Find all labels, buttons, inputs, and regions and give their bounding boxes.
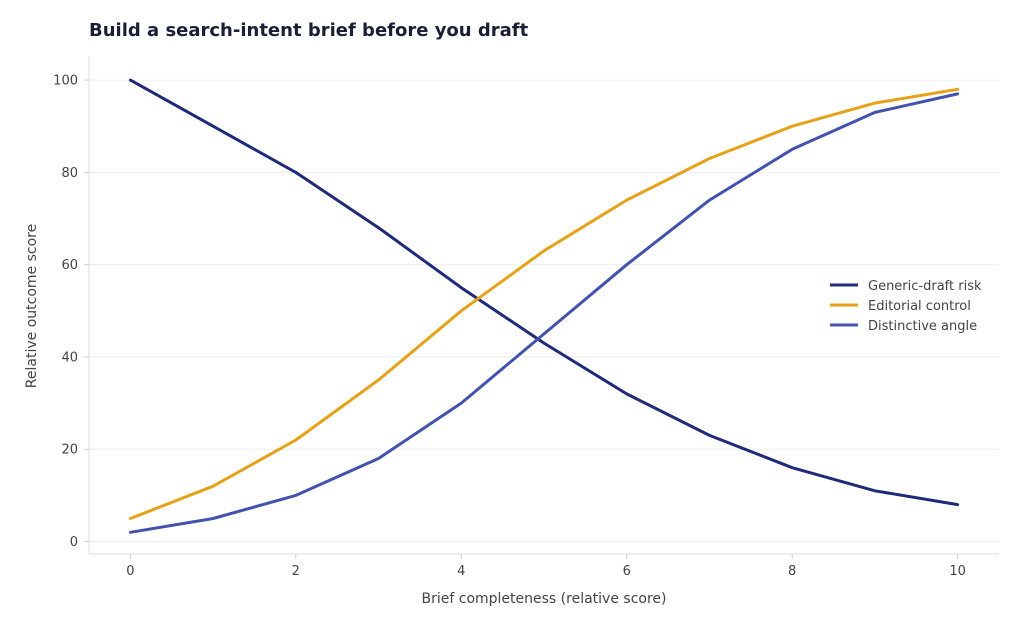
x-axis-title: Brief completeness (relative score) [422, 591, 667, 607]
legend: Generic-draft risk Editorial control Disti… [830, 279, 982, 334]
gridlines [89, 79, 999, 543]
x-tick-label: 6 [623, 564, 631, 579]
legend-label: Distinctive angle [868, 319, 977, 334]
x-tick-label: 4 [457, 564, 465, 579]
y-axis-title: Relative outcome score [24, 224, 40, 388]
chart-title: Build a search-intent brief before you d… [89, 20, 529, 41]
x-tick-labels: 0 2 4 6 8 10 [126, 554, 966, 579]
x-tick-label: 10 [949, 564, 966, 579]
axes [88, 57, 999, 555]
y-tick-label: 100 [53, 74, 78, 89]
y-tick-label: 0 [70, 535, 78, 550]
series-line-2 [128, 87, 960, 520]
x-tick-label: 2 [292, 564, 300, 579]
series-lines [128, 78, 960, 534]
series-line-3 [128, 92, 960, 534]
x-tick-label: 0 [126, 564, 134, 579]
y-tick-label: 40 [61, 350, 78, 365]
y-tick-label: 60 [61, 258, 78, 273]
y-tick-label: 20 [61, 443, 78, 458]
legend-label: Editorial control [868, 299, 971, 314]
y-tick-labels: 0 20 40 60 80 100 [53, 74, 89, 550]
x-tick-label: 8 [788, 564, 796, 579]
series-line-1 [128, 78, 960, 507]
y-tick-label: 80 [61, 166, 78, 181]
legend-label: Generic-draft risk [868, 279, 982, 294]
